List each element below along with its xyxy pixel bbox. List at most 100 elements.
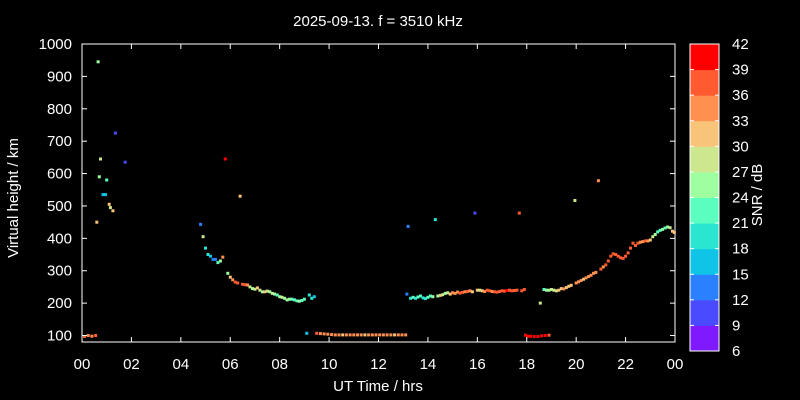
data-point [404,333,408,337]
data-point [333,333,337,337]
data-point [592,271,595,275]
data-point [104,193,107,197]
data-point [123,160,127,164]
data-point [517,211,521,215]
data-point [651,235,655,239]
data-point [611,252,615,256]
x-tick-label: 16 [469,356,486,373]
data-point [300,299,304,302]
data-point [552,288,556,292]
x-tick-label: 18 [518,356,535,373]
data-point [258,288,262,292]
data-point [510,289,514,293]
colorbar-segment [690,171,719,198]
colorbar-segment [690,95,719,122]
data-point [500,289,504,293]
data-point [431,295,435,299]
data-point [536,335,540,338]
data-point [95,220,99,224]
data-point [310,296,314,300]
data-point [426,295,430,299]
data-point [330,333,334,337]
data-point [485,288,489,292]
data-point [405,292,409,296]
data-point [668,226,672,230]
data-point [381,333,385,337]
data-point [490,290,494,293]
data-point [648,238,652,242]
data-point [411,295,415,299]
data-point [443,291,447,295]
data-point [94,334,98,337]
data-point [582,277,586,281]
data-point [453,291,457,295]
data-point [337,333,341,337]
colorbar-segment [690,120,719,147]
data-point [448,292,452,296]
data-point [470,290,474,294]
data-point [446,291,450,295]
data-point [223,157,227,161]
data-point [255,286,259,290]
data-point [90,334,94,338]
data-point [564,286,568,290]
data-point [363,333,367,337]
data-point [524,333,527,337]
data-point [641,240,645,244]
data-point [634,244,637,247]
data-point [251,287,254,291]
colorbar-segment [690,44,719,71]
data-point [554,289,558,293]
x-tick-label: 02 [123,356,140,373]
data-point [529,334,532,338]
data-point [326,332,330,336]
colorbar-tick-label: 15 [732,266,749,283]
data-point [421,296,425,300]
data-point [463,290,467,294]
data-point [589,273,593,277]
data-point [113,131,117,135]
data-point [406,224,410,228]
data-point [231,278,235,282]
y-tick-label: 900 [47,68,72,85]
colorbar-tick-label: 36 [732,87,749,104]
data-point [348,333,352,337]
y-tick-label: 200 [47,295,72,312]
data-point [270,291,274,295]
data-point [352,333,356,337]
data-point [441,293,445,297]
data-point [83,335,86,338]
data-point [505,289,509,292]
data-point [626,251,630,255]
data-point [370,333,374,337]
data-point [584,276,588,280]
colorbar-segment [690,146,719,173]
x-tick-label: 00 [74,356,91,373]
data-point [538,301,542,305]
data-point [389,333,393,337]
data-point [263,290,267,294]
data-point [456,290,460,294]
data-point [226,271,230,275]
data-point [646,239,650,243]
data-point [532,335,536,338]
data-point [374,333,378,337]
data-point [543,334,547,337]
data-point [473,211,477,215]
data-point [359,333,363,337]
data-point [619,256,623,260]
data-point [468,289,472,293]
data-point [616,254,620,258]
data-point [636,241,640,245]
colorbar-tick-label: 6 [732,343,740,360]
data-point [108,206,112,210]
colorbar-tick-label: 33 [732,113,749,130]
data-point [241,282,245,286]
y-tick-label: 500 [47,198,72,215]
data-point [305,331,309,335]
colorbar-tick-label: 21 [732,215,749,232]
plot-area [81,43,676,343]
x-tick-label: 14 [420,356,437,373]
data-point [275,293,279,297]
data-point [478,288,482,292]
